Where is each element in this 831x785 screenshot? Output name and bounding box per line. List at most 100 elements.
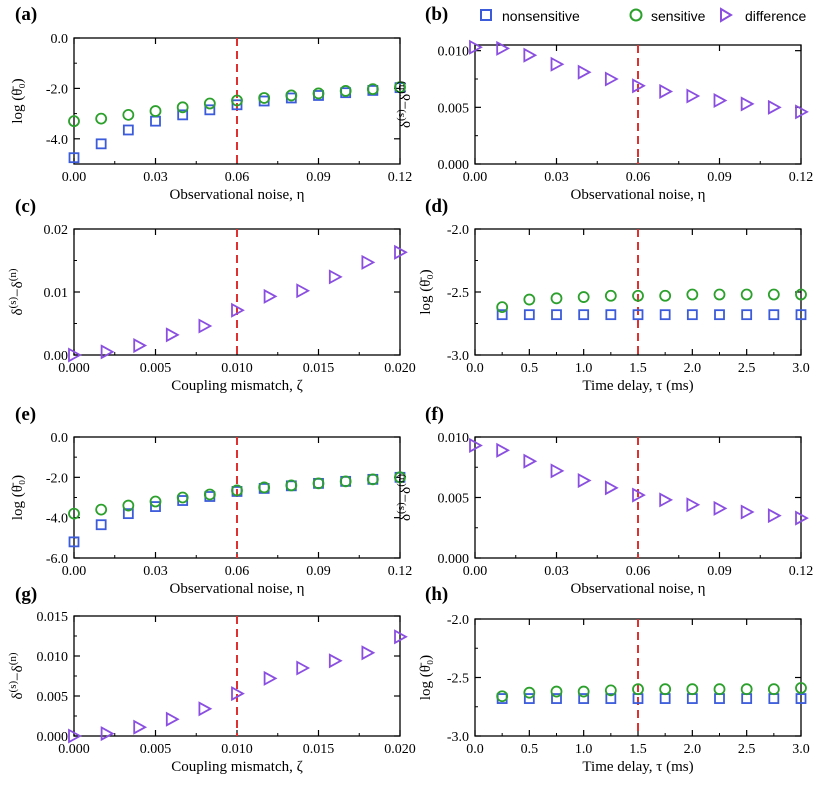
x-tick-label: 2.0 <box>684 361 702 376</box>
x-tick-label: 0.12 <box>388 564 413 579</box>
data-point-sensitive <box>339 475 352 488</box>
x-tick-label: 0.09 <box>707 564 732 579</box>
y-tick-label: 0.0 <box>51 32 69 47</box>
y-tick-label: -2.0 <box>447 223 469 238</box>
data-point-sensitive <box>122 108 135 121</box>
y-tick-label: 0.000 <box>37 730 69 745</box>
y-tick-label: 0.02 <box>44 223 69 238</box>
x-tick-label: 3.0 <box>792 742 810 757</box>
data-point-difference <box>604 480 619 496</box>
data-point-difference <box>361 254 376 270</box>
data-point-difference <box>767 99 782 115</box>
series-difference <box>68 244 408 363</box>
data-point-sensitive <box>339 85 352 97</box>
data-point-difference <box>686 88 701 104</box>
data-point-sensitive <box>550 292 563 305</box>
x-axis-label: Coupling mismatch, ζ <box>171 378 303 394</box>
data-point-sensitive <box>122 499 135 512</box>
x-tick-label: 0.00 <box>463 170 488 185</box>
data-point-sensitive <box>577 291 590 303</box>
data-point-difference <box>100 726 115 742</box>
data-point-difference <box>394 244 408 260</box>
y-axis-label: log (θ̄₀) <box>418 655 434 700</box>
y-tick-label: -2.5 <box>447 286 469 301</box>
panel-h: (h) 0.0 0.5 1.0 1.5 2.0 2.5 3.0 -3.0 -2.5 -2.0 Time… <box>418 584 810 775</box>
legend-label-sensitive: sensitive <box>651 8 706 24</box>
y-tick-label: 0.005 <box>438 101 470 116</box>
x-tick-label: 0.5 <box>521 361 539 376</box>
data-point-sensitive <box>659 683 672 696</box>
x-tick-label: 0.09 <box>707 170 732 185</box>
data-point-sensitive <box>231 94 243 107</box>
data-point-nonsensitive <box>177 109 189 121</box>
data-point-difference <box>328 653 343 669</box>
data-point-sensitive <box>95 503 108 516</box>
x-tick-label: 0.5 <box>521 742 539 757</box>
data-point-nonsensitive <box>496 309 508 321</box>
series-difference <box>469 437 809 526</box>
data-point-sensitive <box>686 683 699 696</box>
x-tick-label: 0.010 <box>221 361 253 376</box>
data-point-difference <box>767 508 782 524</box>
panel-label: (d) <box>425 196 448 217</box>
data-point-nonsensitive <box>659 693 671 704</box>
data-point-sensitive <box>632 289 644 302</box>
x-tick-label: 0.000 <box>58 742 90 757</box>
data-point-difference <box>577 473 592 489</box>
x-tick-label: 0.03 <box>544 170 569 185</box>
data-point-sensitive <box>149 495 162 508</box>
data-point-sensitive <box>740 683 753 696</box>
series-nonsensitive <box>496 309 807 321</box>
series-sensitive <box>68 471 406 520</box>
x-tick-label: 0.12 <box>789 170 814 185</box>
x-tick-label: 0.06 <box>626 564 651 579</box>
data-point-difference <box>68 347 82 363</box>
data-point-difference <box>740 504 755 520</box>
x-axis-label: Time delay, τ (ms) <box>582 378 693 394</box>
data-point-difference <box>632 78 646 94</box>
y-tick-label: 0.000 <box>438 158 470 173</box>
x-tick-label: 1.0 <box>575 361 593 376</box>
data-point-sensitive <box>659 289 672 302</box>
x-tick-label: 0.020 <box>384 742 416 757</box>
data-point-difference <box>686 497 701 513</box>
data-point-difference <box>632 487 646 503</box>
panel-a: (a) 0.00 0.03 0.06 0.09 0.12 -4.0 -2.0 0.0 Observ… <box>10 4 412 203</box>
data-point-sensitive <box>604 289 617 302</box>
x-axis-label: Observational noise, η <box>170 187 305 203</box>
panel-label: (h) <box>425 584 448 605</box>
data-point-difference <box>263 288 278 304</box>
data-point-difference <box>328 269 343 285</box>
panel-label: (a) <box>15 4 37 25</box>
legend-label-difference: difference <box>745 8 806 24</box>
data-point-nonsensitive <box>551 693 562 704</box>
data-point-nonsensitive <box>204 104 216 116</box>
y-tick-label: -6.0 <box>46 552 68 567</box>
x-tick-label: 3.0 <box>792 361 810 376</box>
data-point-nonsensitive <box>741 693 753 704</box>
data-point-sensitive <box>176 491 189 504</box>
data-point-sensitive <box>795 288 807 301</box>
x-tick-label: 0.005 <box>140 361 172 376</box>
panel-e: (e) 0.00 0.03 0.06 0.09 0.12 -6.0 -4.0 -2.0 0.0 Ob… <box>10 404 412 597</box>
data-point-nonsensitive <box>578 309 590 321</box>
y-tick-label: 0.01 <box>44 286 69 301</box>
data-point-sensitive <box>496 690 509 703</box>
data-point-sensitive <box>312 87 325 100</box>
data-point-sensitive <box>203 488 216 501</box>
data-point-sensitive <box>604 684 617 697</box>
data-point-difference <box>577 64 592 80</box>
x-tick-label: 0.06 <box>626 170 651 185</box>
data-point-nonsensitive <box>714 693 725 704</box>
data-point-sensitive <box>258 481 271 494</box>
data-point-sensitive <box>68 507 80 520</box>
data-point-sensitive <box>231 484 243 497</box>
y-tick-label: -4.0 <box>46 512 68 527</box>
data-point-difference <box>231 302 245 318</box>
x-tick-label: 0.000 <box>58 361 90 376</box>
x-axis-label: Observational noise, η <box>170 581 305 597</box>
data-point-nonsensitive <box>605 693 617 704</box>
data-point-sensitive <box>176 101 189 114</box>
series-sensitive <box>496 288 807 314</box>
